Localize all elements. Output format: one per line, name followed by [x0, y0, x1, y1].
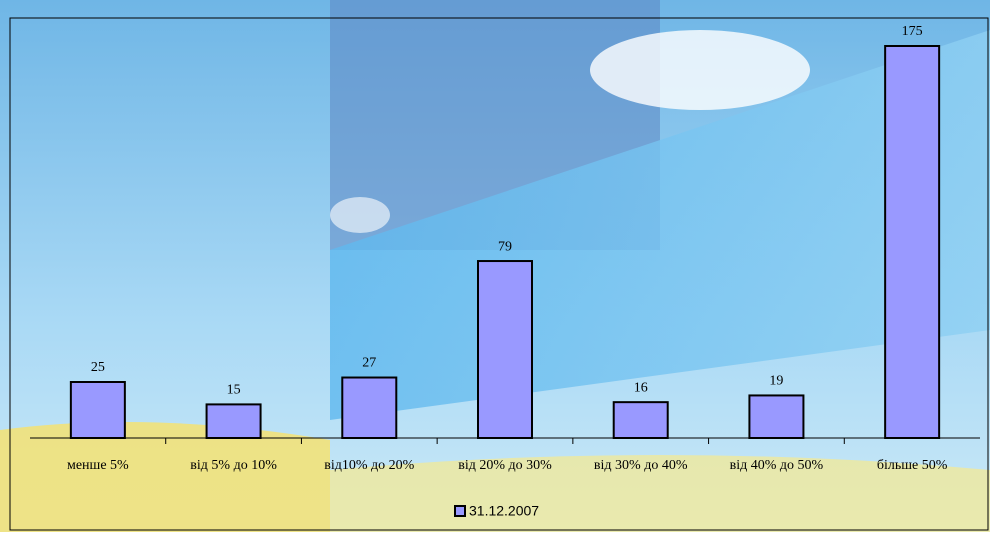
bar [205, 403, 262, 439]
bar [69, 381, 126, 439]
background-yellow [0, 422, 330, 532]
background-cloud [590, 30, 810, 110]
x-tick-label: більше 50% [877, 458, 948, 473]
value-label: 27 [362, 356, 376, 371]
bar [748, 394, 805, 440]
value-label: 19 [769, 374, 783, 389]
background-cloud [330, 197, 390, 233]
bar [612, 401, 669, 440]
value-label: 25 [91, 360, 105, 375]
value-label: 16 [634, 380, 648, 395]
x-tick-label: від 5% до 10% [190, 458, 277, 473]
x-tick-label: менше 5% [67, 458, 129, 473]
x-tick-label: від 30% до 40% [594, 458, 688, 473]
value-label: 15 [227, 383, 241, 398]
legend-swatch [454, 505, 466, 517]
x-tick-label: від 20% до 30% [458, 458, 552, 473]
value-label: 79 [498, 239, 512, 254]
plot-frame [9, 17, 989, 531]
bar [341, 376, 398, 439]
legend-label: 31.12.2007 [469, 503, 539, 519]
x-tick-label: від10% до 20% [324, 458, 414, 473]
bar [884, 45, 941, 439]
value-label: 175 [902, 24, 923, 39]
x-tick-label: від 40% до 50% [730, 458, 824, 473]
bar [477, 260, 533, 440]
background-yellow [330, 455, 990, 532]
